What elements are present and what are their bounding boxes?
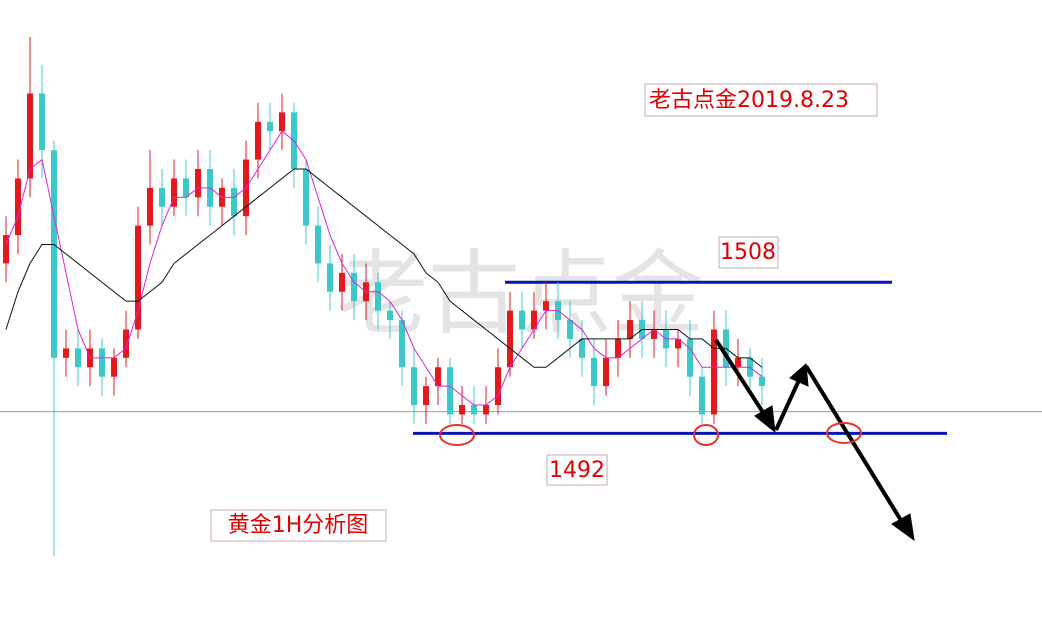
annotation-box: [644, 83, 878, 117]
candle-body: [603, 357, 609, 387]
candle-body: [183, 178, 189, 198]
candle-body: [63, 348, 69, 358]
level-label: 1492: [549, 458, 605, 483]
circles: [439, 422, 862, 446]
candle-body: [315, 225, 321, 264]
candle-body: [375, 282, 381, 311]
candle-body: [675, 338, 681, 349]
candle-body: [543, 301, 549, 311]
chart-title: 黄金1H分析图: [228, 513, 369, 538]
candle-body: [195, 168, 201, 198]
candle-body: [135, 225, 141, 330]
candle-body: [51, 150, 57, 358]
candle-body: [411, 367, 417, 406]
candle-body: [735, 357, 741, 368]
candle-body: [159, 187, 165, 207]
candle-body: [615, 338, 621, 358]
candle-body: [3, 235, 9, 264]
candle-body: [711, 329, 717, 415]
candle-body: [579, 338, 585, 358]
candle-body: [123, 329, 129, 358]
candle-body: [447, 367, 453, 415]
level-box: [546, 454, 608, 486]
candle-body: [339, 272, 345, 292]
candle-body: [351, 272, 357, 302]
candle-body: [147, 187, 153, 226]
candle-body: [567, 320, 573, 339]
level-label: 1508: [720, 240, 776, 265]
candle-body: [303, 168, 309, 226]
candle-body: [171, 178, 177, 207]
candle-body: [435, 367, 441, 387]
candle-body: [687, 338, 693, 377]
candle-body: [423, 386, 429, 406]
candle-body: [15, 178, 21, 236]
candle-body: [459, 405, 465, 415]
candle-body: [699, 376, 705, 415]
title-box: [210, 509, 387, 542]
candle-body: [759, 376, 765, 387]
arrows: [714, 338, 915, 542]
candle-body: [267, 121, 273, 132]
ma-line: [5, 168, 763, 368]
candle-body: [531, 310, 537, 330]
candle-body: [591, 357, 597, 387]
candle-body: [387, 310, 393, 321]
candle-body: [507, 310, 513, 368]
candle-body: [255, 121, 261, 160]
level-box: [718, 236, 779, 269]
candle-body: [111, 357, 117, 377]
candle-body: [27, 93, 33, 179]
ma-line: [5, 130, 763, 406]
annotation: 老古点金2019.8.23: [649, 88, 849, 113]
candle-body: [99, 348, 105, 377]
candle-body: [75, 348, 81, 368]
candle-body: [39, 93, 45, 151]
candle-body: [519, 310, 525, 330]
candle-body: [483, 405, 489, 415]
candle-body: [327, 263, 333, 292]
candle-body: [495, 367, 501, 406]
candle-body: [471, 405, 477, 415]
candle-body: [279, 112, 285, 132]
watermark: 老古点金: [336, 240, 704, 347]
candle-body: [651, 329, 657, 339]
candle-body: [231, 187, 237, 217]
candle-body: [399, 320, 405, 368]
candle-body: [627, 320, 633, 339]
